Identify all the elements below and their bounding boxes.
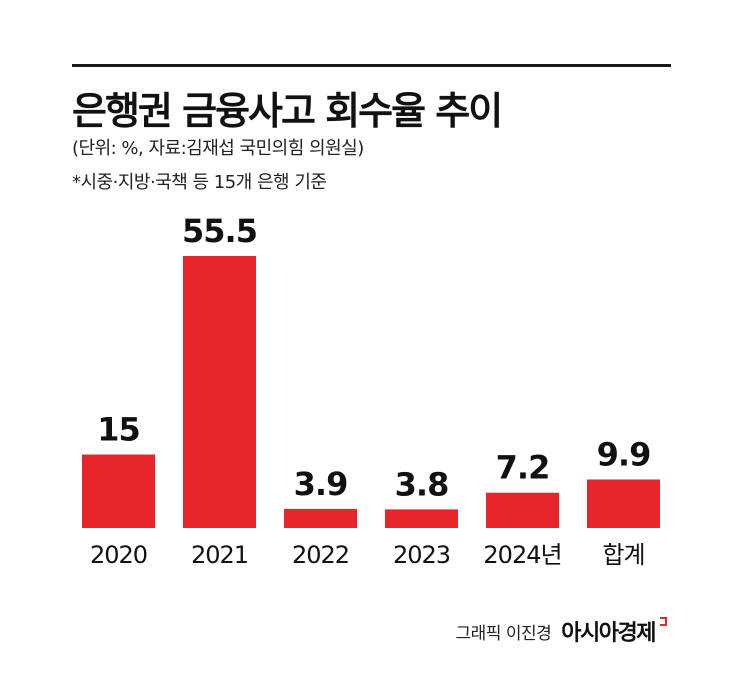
category-label-0: 2020 — [90, 541, 147, 569]
top-rule — [72, 64, 671, 67]
data-label-3: 3.8 — [395, 465, 449, 503]
bar-1 — [183, 256, 256, 528]
category-label-4: 2024년 — [483, 541, 561, 569]
graphic-credit: 그래픽 이진경 — [455, 623, 552, 644]
publisher-logo: 아시아경제 — [561, 615, 667, 647]
data-label-2: 3.9 — [294, 465, 348, 503]
credit: 그래픽 이진경 아시아경제 — [456, 615, 667, 647]
chart-note: *시중·지방·국책 등 15개 은행 기준 — [72, 172, 327, 193]
bar-2 — [284, 508, 357, 528]
chart-subtitle: (단위: %, 자료:김재섭 국민의힘 의원실) — [72, 138, 364, 159]
bar-4 — [486, 492, 559, 528]
chart-title: 은행권 금융사고 회수율 추이 — [72, 89, 503, 133]
data-label-1: 55.5 — [182, 212, 257, 250]
category-label-3: 2023 — [393, 541, 450, 569]
category-label-5: 합계 — [602, 541, 644, 569]
publisher-logo-text: 아시아경제 — [561, 621, 656, 646]
data-label-0: 15 — [97, 410, 140, 448]
category-label-1: 2021 — [191, 541, 248, 569]
category-label-2: 2022 — [292, 541, 349, 569]
bar-5 — [587, 479, 660, 528]
logo-mark-icon — [660, 617, 667, 626]
bar-0 — [82, 454, 155, 528]
data-label-5: 9.9 — [597, 435, 651, 473]
bar-3 — [385, 509, 458, 528]
data-label-4: 7.2 — [496, 449, 550, 487]
